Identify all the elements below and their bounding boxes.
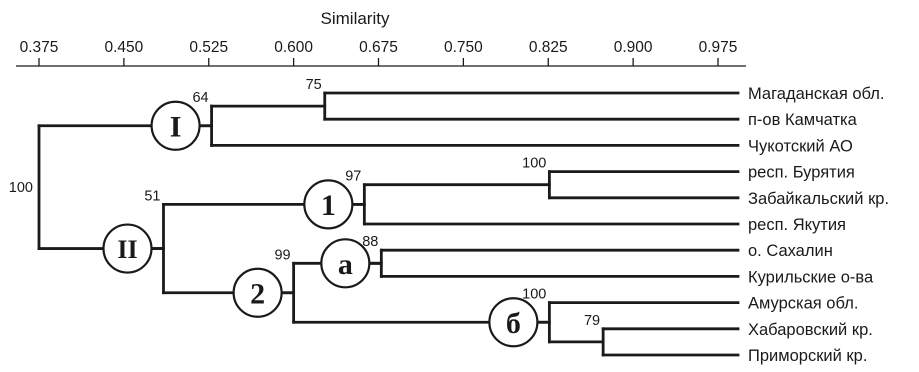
leaf-label: Чукотский АО: [748, 137, 853, 155]
axis-tick-label: 0.900: [614, 39, 653, 56]
bootstrap-support-label: 100: [522, 156, 546, 172]
leaf-label: Амурская обл.: [748, 295, 858, 313]
bootstrap-support-label: 97: [345, 169, 361, 185]
axis-tick-label: 0.600: [274, 39, 313, 56]
axis-tick-label: 0.450: [104, 39, 143, 56]
axis-title: Similarity: [321, 9, 390, 28]
axis-tick-label: 0.525: [189, 39, 228, 56]
bootstrap-support-label: 88: [362, 234, 378, 250]
leaf-labels: Магаданская обл. п-ов Камчатка Чукотский А…: [748, 85, 889, 365]
bootstrap-support-label: 79: [584, 313, 600, 329]
group-marker-circle: [488, 297, 539, 348]
leaf-label: Приморский кр.: [748, 347, 867, 365]
group-marker-circle: [150, 100, 201, 151]
group-marker-label: а: [338, 248, 353, 281]
bootstrap-support-label: 99: [274, 247, 290, 263]
bootstrap-support-label: 51: [144, 188, 160, 204]
leaf-label: Курильские о-ва: [748, 268, 874, 286]
axis-ticks: 0.375 0.450 0.525 0.600 0.675 0.750 0.825 0.900…: [20, 39, 738, 66]
bootstrap-support-label: 75: [306, 77, 322, 93]
leaf-label: Забайкальский кр.: [748, 190, 889, 208]
axis-tick-label: 0.750: [444, 39, 483, 56]
group-marker-circle: [303, 179, 354, 230]
bootstrap-support-label: 100: [9, 180, 33, 196]
group-marker-label: I: [170, 111, 182, 144]
leaf-label: респ. Бурятия: [748, 164, 855, 182]
leaf-label: респ. Якутия: [748, 216, 846, 234]
group-marker-circle: [232, 267, 283, 318]
axis-tick-label: 0.675: [359, 39, 398, 56]
leaf-label: о. Сахалин: [748, 242, 833, 260]
group-marker-circle: [102, 223, 153, 274]
leaf-label: Хабаровский кр.: [748, 321, 873, 339]
group-marker-label: 1: [321, 189, 336, 222]
dendrogram-branches: [37, 91, 740, 357]
axis-tick-label: 0.375: [20, 39, 59, 56]
leaf-label: Магаданская обл.: [748, 85, 884, 103]
group-marker-circle: [320, 238, 371, 289]
leaf-label: п-ов Камчатка: [748, 111, 858, 129]
bootstrap-labels: 75 64 100 97 88 79 100 99 51 100: [9, 77, 600, 329]
group-marker-label: II: [117, 235, 137, 264]
bootstrap-support-label: 64: [192, 90, 208, 106]
group-marker-label: б: [506, 307, 521, 340]
bootstrap-support-label: 100: [522, 287, 546, 303]
axis-tick-label: 0.975: [699, 39, 738, 56]
group-marker-label: 2: [250, 278, 265, 311]
axis-tick-label: 0.825: [529, 39, 568, 56]
